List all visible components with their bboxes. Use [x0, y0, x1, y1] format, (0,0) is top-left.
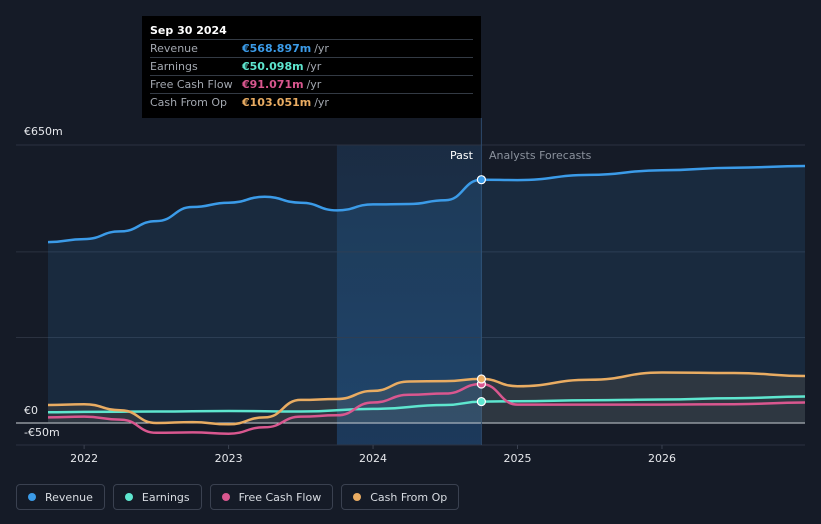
tooltip-unit: /yr — [314, 96, 329, 109]
tooltip-label: Revenue — [150, 42, 198, 55]
legend-dot-icon — [28, 493, 36, 501]
data-tooltip: Sep 30 2024 Revenue €568.897m /yr Earnin… — [142, 16, 481, 118]
legend-item-revenue[interactable]: Revenue — [16, 484, 105, 510]
cash-from-op-current-point — [476, 374, 486, 384]
revenue-line — [47, 178, 482, 244]
cash-from-op-forecast-line — [481, 371, 806, 388]
tooltip-label: Cash From Op — [150, 96, 228, 109]
tooltip-unit: /yr — [306, 60, 322, 73]
earnings-line — [47, 400, 482, 414]
tooltip-date: Sep 30 2024 — [150, 24, 227, 37]
free-cash-flow-line — [47, 382, 482, 435]
tooltip-row-cash-from-op: Cash From Op €103.051m /yr — [150, 93, 473, 111]
forecast-label: Analysts Forecasts — [489, 149, 592, 162]
legend-dot-icon — [353, 493, 362, 501]
tooltip-label: Free Cash Flow — [150, 78, 233, 91]
legend-label: Earnings — [141, 490, 190, 504]
legend: Revenue Earnings Free Cash Flow Cash Fro… — [16, 484, 460, 510]
tooltip-row-free-cash-flow: Free Cash Flow €91.071m /yr — [150, 75, 473, 93]
tooltip-row-revenue: Revenue €568.897m /yr — [150, 39, 473, 57]
legend-label: Revenue — [45, 490, 93, 504]
cash-from-op-area — [48, 372, 805, 425]
x-tick-label: 2025 — [504, 452, 532, 465]
tooltip-value: €50.098m — [242, 60, 304, 73]
legend-dot-icon — [124, 493, 133, 501]
y-axis-label-top: €650m — [24, 125, 63, 138]
revenue-current-point — [476, 175, 486, 185]
y-axis-label-bottom: -€50m — [24, 426, 60, 439]
legend-item-cash-from-op[interactable]: Cash From Op — [341, 484, 460, 510]
tooltip-value: €91.071m — [242, 78, 304, 91]
x-tick-label: 2024 — [359, 452, 387, 465]
legend-item-earnings[interactable]: Earnings — [112, 484, 202, 510]
free-cash-flow-forecast-line — [481, 382, 806, 406]
x-tick-label: 2026 — [648, 452, 676, 465]
y-axis-label-zero: €0 — [24, 404, 38, 417]
tooltip-value: €103.051m — [242, 96, 312, 109]
revenue-forecast-line — [481, 164, 806, 182]
tooltip-unit: /yr — [314, 42, 329, 55]
x-tick-label: 2023 — [215, 452, 243, 465]
cash-from-op-line — [47, 377, 482, 426]
tooltip-row-earnings: Earnings €50.098m /yr — [150, 57, 473, 75]
earnings-forecast-line — [481, 395, 806, 403]
legend-label: Cash From Op — [370, 490, 448, 504]
legend-dot-icon — [221, 493, 230, 501]
tooltip-label: Earnings — [150, 60, 198, 73]
past-label: Past — [450, 149, 473, 162]
x-tick-label: 2022 — [70, 452, 98, 465]
tooltip-value: €568.897m — [242, 42, 312, 55]
earnings-current-point — [476, 396, 486, 407]
revenue-area — [48, 166, 805, 423]
legend-item-free-cash-flow[interactable]: Free Cash Flow — [209, 484, 334, 510]
legend-label: Free Cash Flow — [238, 490, 322, 504]
tooltip-unit: /yr — [306, 78, 322, 91]
